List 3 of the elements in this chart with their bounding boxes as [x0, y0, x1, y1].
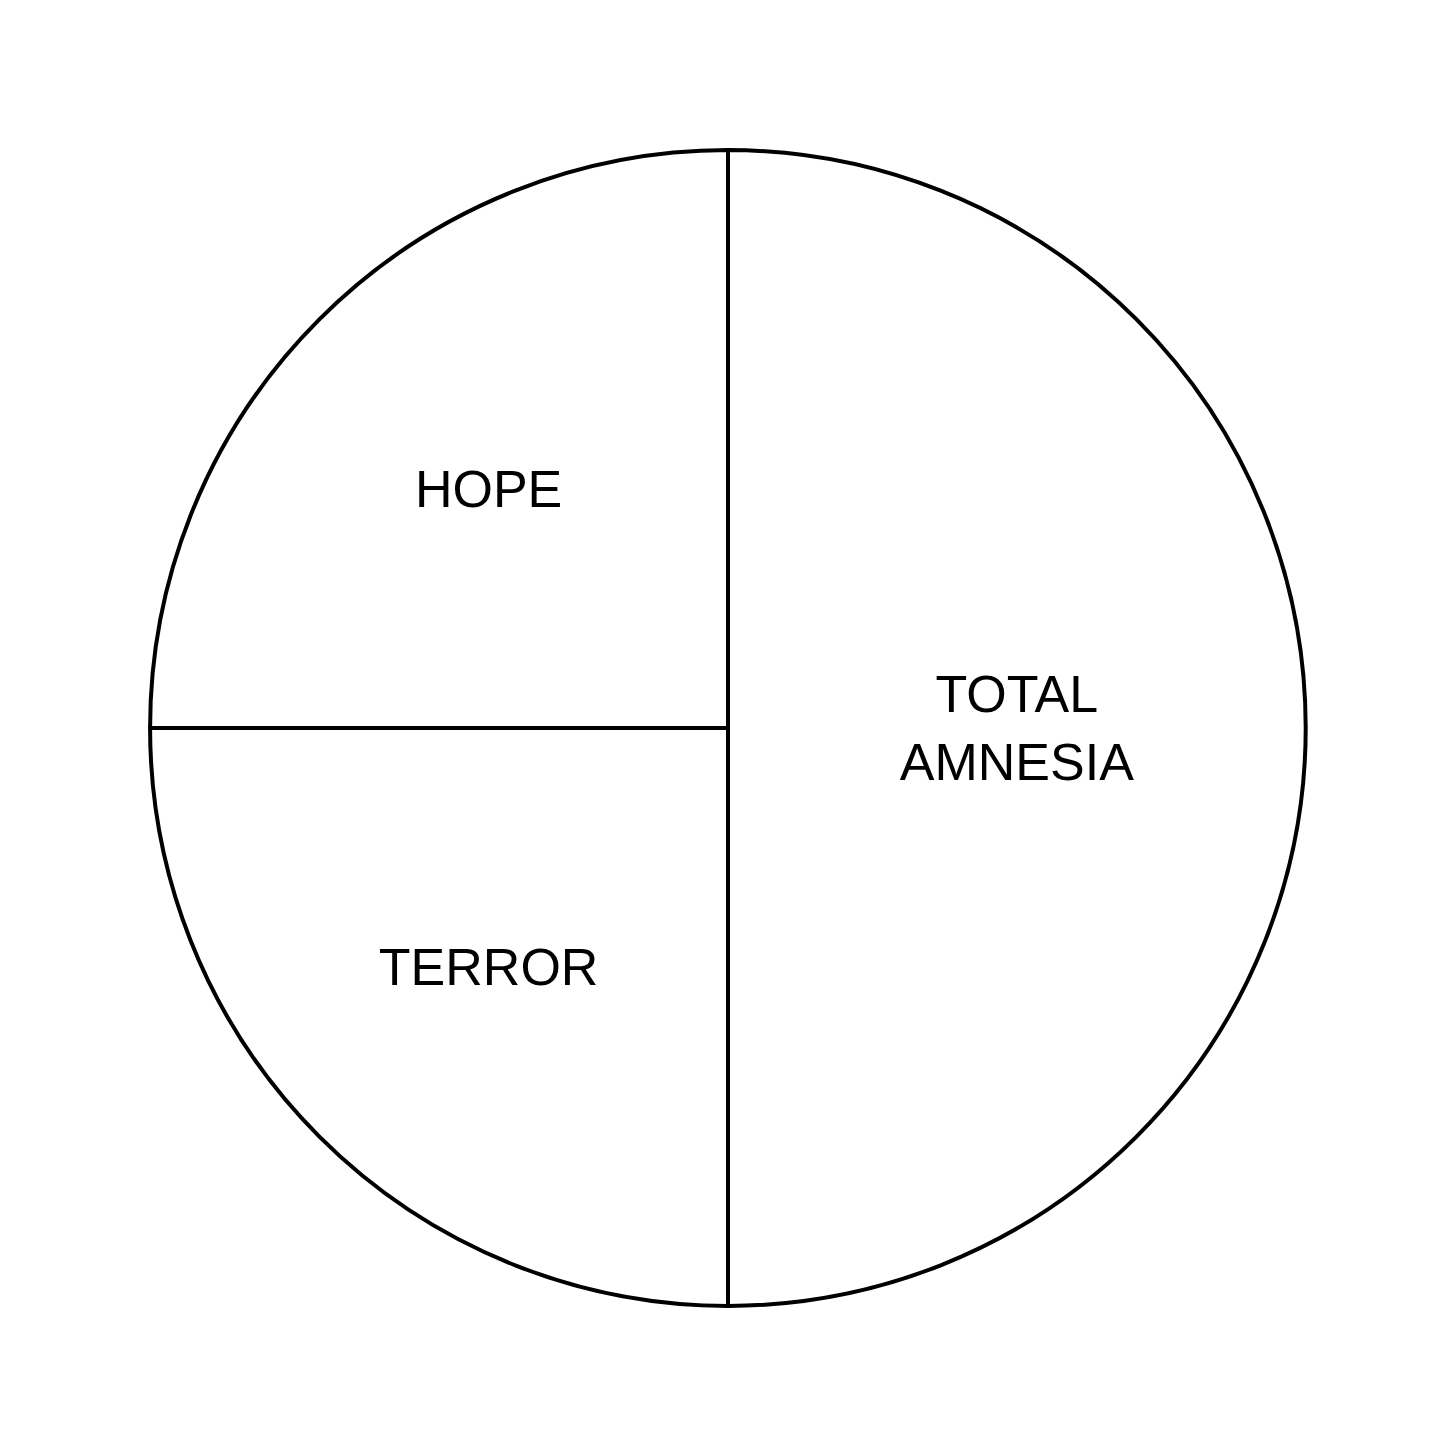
slice-label: HOPE [414, 459, 563, 518]
slice-label: TOTAL AMNESIA [899, 665, 1135, 791]
slice-label: TERROR [378, 938, 599, 997]
